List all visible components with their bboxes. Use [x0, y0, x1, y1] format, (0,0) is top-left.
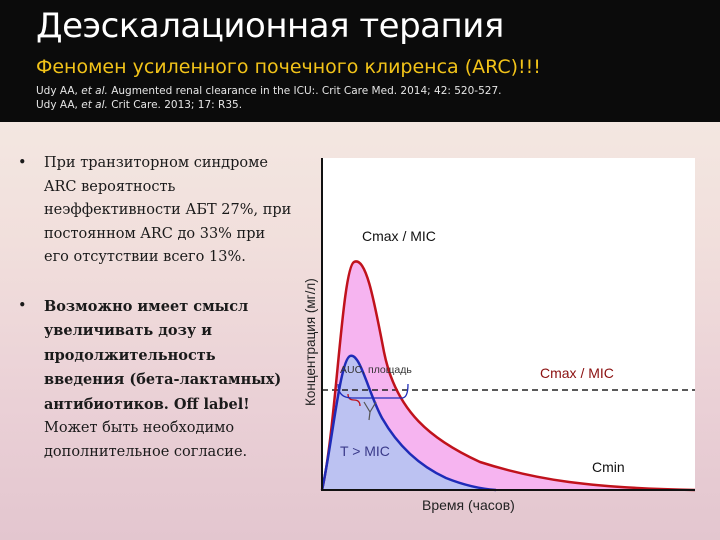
gamma-mark: [363, 401, 377, 421]
bullet-item-arc-risk: • При транзиторном синдроме ARC вероятно…: [14, 152, 294, 270]
reference-1-authors: Udy AA,: [36, 85, 78, 97]
cmax-label-top: Cmax / MIC: [362, 228, 436, 244]
reference-2: Udy AA, et al. Crit Care. 2013; 17: R35.: [36, 98, 501, 112]
reference-1-rest: Augmented renal clearance in the ICU:. C…: [111, 85, 502, 97]
bullet-text-consent: Может быть необходимо дополнительное сог…: [44, 420, 248, 460]
t-mic-label: T > MIC: [340, 443, 390, 459]
page-subtitle: Феномен усиленного почечного клиренса (A…: [36, 56, 541, 78]
bullet-item-dose-increase: • Возможно имеет смысл увеличивать дозу …: [14, 295, 294, 465]
reference-2-authors: Udy AA,: [36, 99, 78, 111]
blue-bracket-mark: [337, 383, 409, 399]
cmin-label: Cmin: [592, 459, 625, 475]
y-axis-label: Концентрация (мг/л): [303, 278, 318, 406]
blue-curve: [320, 354, 497, 492]
bullet-text-dose-increase: Возможно имеет смысл увеличивать дозу и …: [44, 297, 282, 413]
reference-2-etal: et al.: [81, 99, 108, 111]
bullet-marker: •: [18, 297, 27, 314]
auc-label: AUC, площадь: [340, 364, 412, 376]
reference-2-rest: Crit Care. 2013; 17: R35.: [111, 99, 243, 111]
page-title: Деэскалационная терапия: [36, 6, 504, 46]
header: Деэскалационная терапия Феномен усиленно…: [0, 0, 720, 122]
blue-curve-area: [322, 355, 496, 490]
bullet-marker: •: [18, 155, 27, 171]
references: Udy AA, et al. Augmented renal clearance…: [36, 84, 501, 112]
x-axis-label: Время (часов): [422, 497, 515, 513]
red-bracket-mark: [347, 393, 361, 407]
reference-1: Udy AA, et al. Augmented renal clearance…: [36, 84, 501, 98]
reference-1-etal: et al.: [81, 85, 108, 97]
red-curve: [320, 260, 696, 492]
bullet-text-arc-risk: При транзиторном синдроме ARC вероятност…: [44, 155, 292, 265]
bullet-list: • При транзиторном синдроме ARC вероятно…: [14, 152, 294, 464]
red-curve-area: [322, 261, 695, 490]
cmax-label-right: Cmax / MIC: [540, 365, 614, 381]
